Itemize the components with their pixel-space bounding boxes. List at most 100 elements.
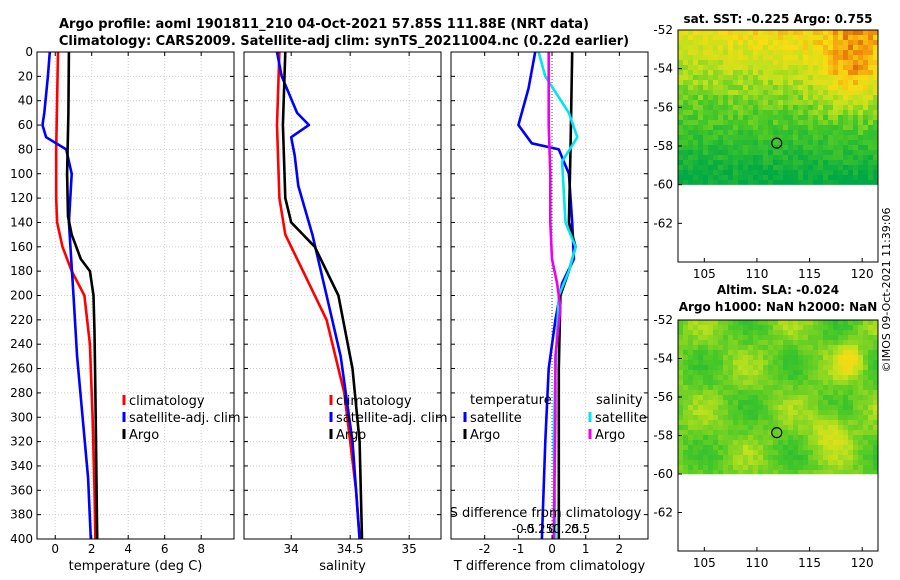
map-cell <box>698 35 704 41</box>
map-cell <box>688 150 694 156</box>
map-cell <box>773 370 779 376</box>
map-cell <box>703 340 709 346</box>
map-cell <box>788 160 794 166</box>
map-cell <box>793 375 799 381</box>
map-cell <box>693 440 699 446</box>
map-cell <box>728 135 734 141</box>
map-cell <box>723 335 729 341</box>
map-cell <box>868 365 874 371</box>
map-cell <box>773 445 779 451</box>
map-cell <box>718 460 724 466</box>
map-cell <box>798 415 804 421</box>
map-cell <box>863 350 869 356</box>
map-cell <box>748 430 754 436</box>
map-cell <box>703 435 709 441</box>
map-cell <box>683 410 689 416</box>
map-cell <box>748 120 754 126</box>
map-cell <box>798 420 804 426</box>
map-cell <box>808 120 814 126</box>
map-cell <box>733 460 739 466</box>
map-cell <box>838 445 844 451</box>
map-cell <box>843 355 849 361</box>
map-cell <box>733 140 739 146</box>
map-cell <box>723 55 729 61</box>
map-cell <box>813 105 819 111</box>
map-cell <box>808 100 814 106</box>
map-cell <box>873 385 879 391</box>
map-cell <box>723 165 729 171</box>
map-cell <box>693 70 699 76</box>
map-cell <box>848 165 854 171</box>
map-cell <box>693 65 699 71</box>
map-cell <box>773 175 779 181</box>
map-cell <box>838 65 844 71</box>
map-cell <box>783 380 789 386</box>
map-cell <box>728 460 734 466</box>
map-cell <box>858 435 864 441</box>
map-cell <box>773 455 779 461</box>
map-cell <box>748 40 754 46</box>
map-cell <box>753 440 759 446</box>
map-cell <box>698 85 704 91</box>
map-cell <box>678 425 684 431</box>
map-cell <box>733 60 739 66</box>
map-cell <box>798 360 804 366</box>
map-cell <box>758 450 764 456</box>
map-cell <box>683 85 689 91</box>
map-cell <box>758 120 764 126</box>
map-cell <box>863 95 869 101</box>
map-cell <box>868 375 874 381</box>
map-cell <box>838 435 844 441</box>
map-cell <box>678 420 684 426</box>
map-cell <box>838 395 844 401</box>
map-cell <box>798 460 804 466</box>
map-cell <box>873 355 879 361</box>
series-line <box>41 51 93 540</box>
map-cell <box>708 135 714 141</box>
map-cell <box>738 470 744 475</box>
map-cell <box>868 145 874 151</box>
map-cell <box>858 340 864 346</box>
map-cell <box>763 35 769 41</box>
map-cell <box>823 450 829 456</box>
map-cell <box>863 100 869 106</box>
map-cell <box>863 455 869 461</box>
map-cell <box>708 455 714 461</box>
map-cell <box>818 405 824 411</box>
map-cell <box>693 50 699 56</box>
map-cell <box>793 350 799 356</box>
map-cell <box>843 360 849 366</box>
map-cell <box>698 350 704 356</box>
map-cell <box>723 100 729 106</box>
map-cell <box>808 340 814 346</box>
map-cell <box>763 350 769 356</box>
map-cell <box>873 85 879 91</box>
map-cell <box>863 380 869 386</box>
map-cell <box>733 145 739 151</box>
map-cell <box>703 155 709 161</box>
map-cell <box>783 370 789 376</box>
map-cell <box>863 90 869 96</box>
map-cell <box>708 130 714 136</box>
map-cell <box>783 335 789 341</box>
map-cell <box>773 420 779 426</box>
map-cell <box>688 460 694 466</box>
map-cell <box>853 160 859 166</box>
map-cell <box>728 155 734 161</box>
map-cell <box>788 75 794 81</box>
map-cell <box>823 65 829 71</box>
map-cell <box>783 135 789 141</box>
map-cell <box>688 430 694 436</box>
map-cell <box>733 335 739 341</box>
map-cell <box>803 160 809 166</box>
map-cell <box>808 360 814 366</box>
map-cell <box>768 470 774 475</box>
map-cell <box>758 400 764 406</box>
map-cell <box>748 350 754 356</box>
map-cell <box>778 380 784 386</box>
map-cell <box>853 130 859 136</box>
map-cell <box>738 35 744 41</box>
map-cell <box>808 385 814 391</box>
map-cell <box>753 420 759 426</box>
map-cell <box>793 440 799 446</box>
